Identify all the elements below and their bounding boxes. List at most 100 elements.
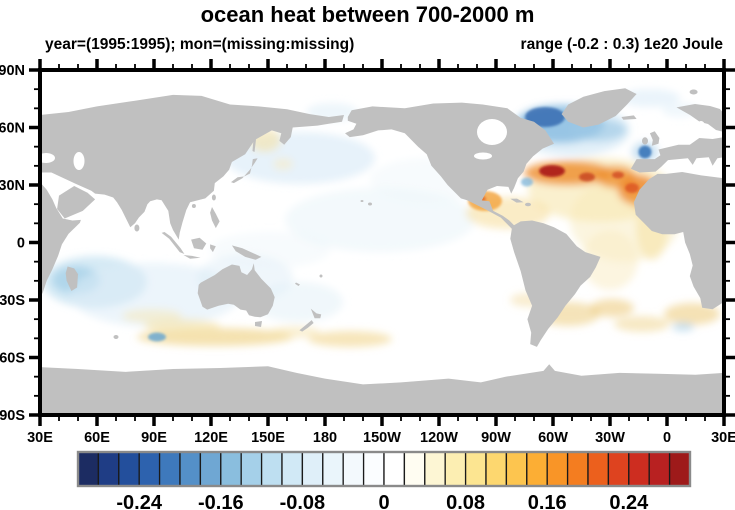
land-hawaii [368, 202, 372, 206]
land-java [183, 255, 201, 259]
colorbar-cell [138, 451, 161, 487]
lon-tick-label: 120W [420, 430, 458, 446]
colorbar-cell [464, 451, 487, 487]
land-madagascar [65, 266, 78, 291]
lon-tick-label: 60E [84, 430, 110, 446]
lon-tick-label: 60W [538, 430, 568, 446]
colorbar-cell [505, 451, 528, 487]
anomaly-blob [625, 183, 639, 193]
colorbar-cell [220, 451, 242, 487]
anomaly-blob [148, 332, 166, 342]
lon-tick-label: 0 [663, 430, 671, 446]
land-aleutians-1 [356, 126, 360, 128]
land-kerguelen [113, 335, 119, 339]
land-hispaniola [525, 202, 531, 207]
subtitle-left: year=(1995:1995); mon=(missing:missing) [45, 36, 355, 53]
land-europe [630, 137, 724, 173]
land-greenland [561, 88, 637, 128]
land-africa-west [633, 172, 724, 310]
anomaly-blob [210, 232, 330, 268]
colorbar-cell [444, 451, 467, 487]
anomaly-blob [612, 171, 624, 179]
colorbar-cell [403, 451, 426, 487]
land-sakhalin [252, 139, 256, 152]
land-sri-lanka [134, 224, 140, 232]
land-iceland [621, 115, 637, 120]
lon-tick-label: 30E [27, 430, 53, 446]
colorbar: -0.24 -0.16 -0.08 0 0.08 0.16 0.24 [76, 450, 692, 510]
land-sumatra [161, 232, 185, 254]
land-aleutians-3 [376, 125, 380, 127]
land-australia [197, 263, 275, 318]
colorbar-cell [342, 451, 365, 487]
anomaly-blob [521, 177, 533, 187]
anomaly-blob [285, 188, 475, 252]
anomaly-blob [273, 158, 293, 170]
colorbar-border [76, 450, 692, 488]
lat-tick-label: 90S [0, 408, 25, 424]
land-taiwan [211, 194, 216, 201]
lat-tick-label: 30N [0, 178, 25, 194]
colorbar-cell [301, 451, 324, 487]
land-layer [40, 88, 724, 415]
lon-tick-label: 30E [711, 430, 735, 446]
great-lakes [474, 152, 492, 160]
land-sulawesi [210, 244, 216, 253]
land-new-zealand-south [299, 320, 314, 332]
axis-tick-labels: 30E 60E 90E 120E 150E 180 150W 120W 90W 60W 30W 0 30… [0, 63, 735, 446]
anomaly-blob [579, 172, 595, 182]
land-philippines [210, 207, 220, 229]
colorbar-cell [628, 451, 650, 487]
anomaly-blob [525, 107, 565, 127]
black-sea [40, 153, 55, 163]
land-cuba [510, 198, 524, 203]
lon-tick-label: 150W [363, 430, 401, 446]
colorbar-cell [260, 451, 283, 487]
lon-tick-label: 30W [595, 430, 625, 446]
lat-tick-label: 0 [17, 236, 25, 252]
land-south-america [510, 220, 601, 347]
colorbar-cell [566, 451, 589, 487]
colorbar-label: 0.08 [446, 492, 485, 510]
colorbar-label: 0.24 [609, 492, 649, 510]
colorbar-cell [179, 451, 202, 487]
anomaly-blob [664, 303, 720, 325]
land-svalbard [689, 89, 698, 95]
colorbar-cell [526, 451, 548, 487]
land-new-caledonia [295, 282, 300, 286]
anomaly-blob [614, 316, 670, 332]
land-new-zealand-north [310, 308, 322, 319]
lon-tick-label: 90W [481, 430, 511, 446]
land-hawaii-2 [360, 200, 364, 202]
lat-tick-label: 60S [0, 351, 25, 367]
anomaly-blob [308, 331, 392, 347]
anomaly-blob [582, 230, 638, 290]
lon-tick-label: 180 [313, 430, 337, 446]
land-tasmania [255, 321, 262, 327]
baltic-sea [696, 121, 706, 135]
colorbar-cell [362, 451, 385, 487]
land-japan [231, 158, 258, 184]
land-antarctica [40, 364, 724, 415]
lon-tick-label: 150E [251, 430, 285, 446]
lon-tick-label: 120E [194, 430, 228, 446]
colorbar-cell [546, 451, 569, 487]
lat-tick-label: 60N [0, 121, 25, 137]
anomaly-blob [539, 165, 565, 177]
anomaly-blob [253, 282, 343, 322]
land-africa-east [40, 182, 81, 298]
colorbar-cell [97, 451, 120, 487]
lon-tick-label: 90E [141, 430, 167, 446]
inland-water-layer [40, 119, 706, 170]
land-aleutians-2 [366, 124, 370, 127]
hudson-bay [477, 119, 507, 145]
land-britain [649, 131, 660, 146]
lat-tick-label: 90N [0, 63, 25, 79]
caspian-sea [73, 152, 85, 170]
land-fiji [319, 274, 323, 278]
colorbar-cell [668, 451, 691, 487]
land-eurasia [40, 94, 344, 240]
colorbar-label: -0.08 [280, 492, 326, 510]
